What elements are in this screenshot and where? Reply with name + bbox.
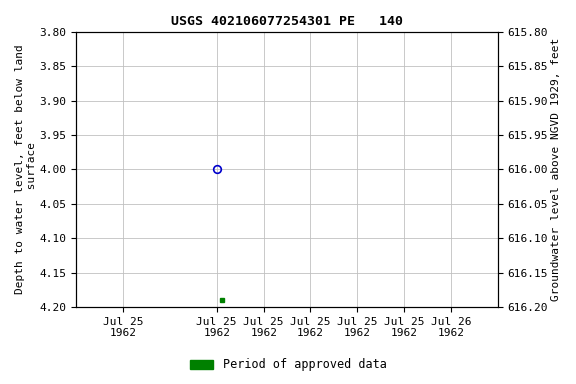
Title: USGS 402106077254301 PE   140: USGS 402106077254301 PE 140 [171,15,403,28]
Y-axis label: Groundwater level above NGVD 1929, feet: Groundwater level above NGVD 1929, feet [551,38,561,301]
Y-axis label: Depth to water level, feet below land
 surface: Depth to water level, feet below land su… [15,45,37,294]
Legend: Period of approved data: Period of approved data [185,354,391,376]
